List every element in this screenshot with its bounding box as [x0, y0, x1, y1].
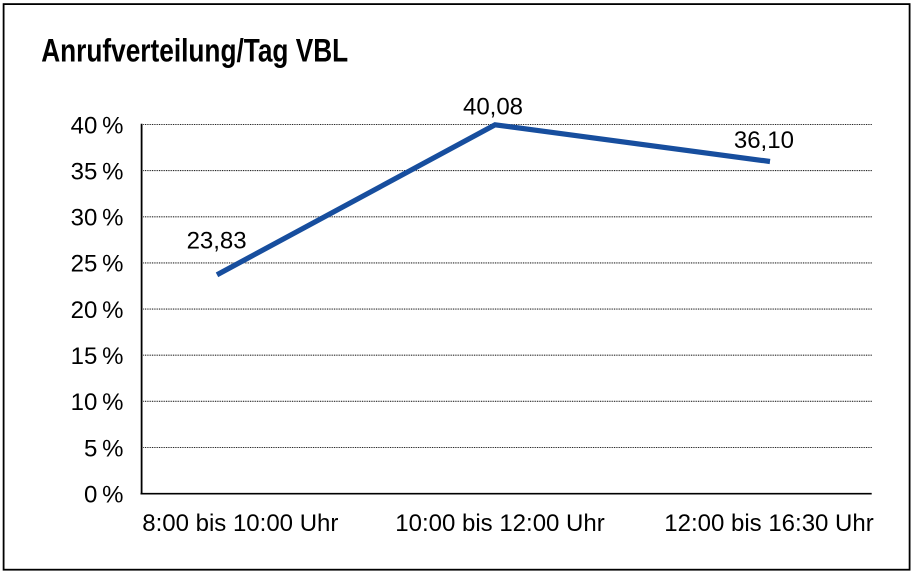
svg-text:40,08: 40,08: [463, 94, 523, 121]
svg-text:Anrufverteilung/Tag VBL: Anrufverteilung/Tag VBL: [41, 34, 348, 69]
svg-text:12:00 bis 16:30 Uhr: 12:00 bis 16:30 Uhr: [664, 510, 873, 537]
svg-text:23,83: 23,83: [187, 228, 247, 255]
svg-text:20 %: 20 %: [71, 297, 124, 324]
svg-text:10:00 bis 12:00 Uhr: 10:00 bis 12:00 Uhr: [395, 510, 604, 537]
svg-text:5 %: 5 %: [84, 435, 124, 462]
svg-text:30 %: 30 %: [71, 205, 124, 232]
svg-text:40 %: 40 %: [71, 112, 124, 139]
svg-text:10 %: 10 %: [71, 389, 124, 416]
svg-text:25 %: 25 %: [71, 251, 124, 278]
svg-text:0 %: 0 %: [84, 481, 124, 508]
svg-text:36,10: 36,10: [734, 127, 794, 154]
svg-text:8:00 bis 10:00 Uhr: 8:00 bis 10:00 Uhr: [142, 510, 338, 537]
svg-text:15 %: 15 %: [71, 343, 124, 370]
svg-text:35 %: 35 %: [71, 158, 124, 185]
